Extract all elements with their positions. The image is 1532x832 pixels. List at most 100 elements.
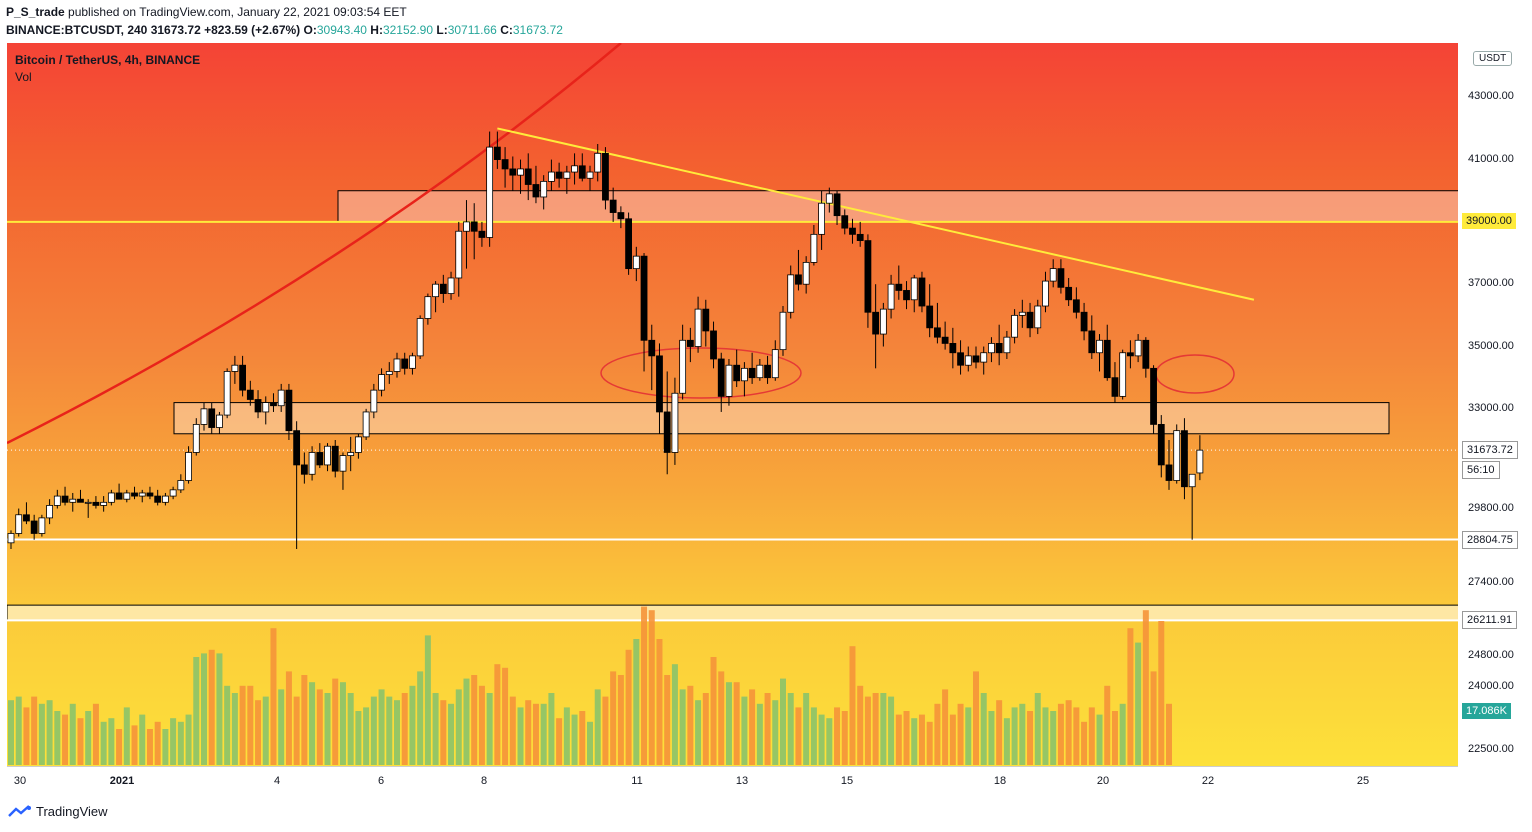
candle-body bbox=[1080, 311, 1088, 332]
candle-body bbox=[926, 305, 934, 329]
volume-bar bbox=[378, 689, 385, 765]
volume-bar bbox=[965, 707, 972, 765]
candle-body bbox=[764, 364, 771, 379]
candle-body bbox=[1188, 473, 1196, 488]
volume-bar bbox=[463, 678, 470, 765]
volume-bar bbox=[980, 693, 987, 765]
volume-bar bbox=[1158, 621, 1165, 765]
candle-body bbox=[1119, 352, 1127, 397]
volume-bar bbox=[448, 703, 455, 765]
price-axis[interactable]: USDT 43000.00 41000.00 37000.00 35000.00 330… bbox=[1460, 43, 1532, 766]
chart-canvas[interactable] bbox=[7, 43, 1458, 766]
volume-bar bbox=[285, 671, 292, 765]
volume-bar bbox=[525, 700, 532, 765]
zone-rect bbox=[337, 190, 1458, 223]
volume-bar bbox=[548, 693, 555, 765]
candle-body bbox=[1042, 280, 1049, 307]
time-label: 6 bbox=[377, 775, 385, 787]
candle-body bbox=[648, 339, 656, 357]
volume-bar bbox=[347, 693, 354, 765]
volume-bar bbox=[718, 671, 725, 765]
volume-bar bbox=[417, 671, 424, 765]
chart-pane[interactable]: Bitcoin / TetherUS, 4h, BINANCE Vol bbox=[7, 43, 1458, 766]
candle-body bbox=[995, 343, 1003, 354]
candle-body bbox=[1034, 305, 1042, 329]
currency-badge[interactable]: USDT bbox=[1473, 51, 1513, 66]
candle-body bbox=[771, 349, 779, 379]
candle-body bbox=[1142, 339, 1150, 369]
ohlc-line: BINANCE:BTCUSDT, 240 31673.72 +823.59 (+… bbox=[6, 23, 563, 37]
volume-bar bbox=[517, 707, 524, 765]
candle-body bbox=[563, 171, 571, 179]
volume-bar bbox=[177, 721, 184, 765]
close-label: C: bbox=[500, 23, 513, 37]
chart-legend-title[interactable]: Bitcoin / TetherUS, 4h, BINANCE bbox=[15, 53, 201, 67]
volume-legend[interactable]: Vol bbox=[15, 70, 32, 84]
price-label: 35000.00 bbox=[1468, 339, 1514, 352]
volume-bar bbox=[710, 657, 717, 765]
volume-bar bbox=[926, 721, 933, 765]
tradingview-logo-icon[interactable] bbox=[8, 804, 32, 819]
candle-body bbox=[107, 492, 115, 503]
volume-bar bbox=[787, 693, 794, 765]
volume-bar bbox=[502, 667, 509, 765]
candle-body bbox=[856, 233, 864, 241]
candle-body bbox=[185, 452, 192, 481]
volume-bar bbox=[741, 696, 748, 765]
candle-body bbox=[779, 311, 787, 351]
volume-bar bbox=[77, 718, 84, 765]
candle-body bbox=[300, 464, 308, 475]
volume-bar bbox=[478, 685, 485, 765]
candle-body bbox=[972, 355, 980, 363]
candle-body bbox=[1150, 367, 1157, 425]
tradingview-brand[interactable]: TradingView bbox=[36, 804, 108, 819]
volume-bar bbox=[1088, 707, 1095, 765]
volume-bar bbox=[316, 689, 323, 765]
candle-body bbox=[632, 255, 640, 270]
volume-bar bbox=[247, 685, 254, 765]
candle-body bbox=[964, 355, 972, 366]
last-price: 31673.72 bbox=[150, 23, 201, 37]
volume-bar bbox=[795, 707, 802, 765]
volume-bar bbox=[957, 703, 964, 765]
volume-bar bbox=[1050, 711, 1057, 765]
volume-bar bbox=[1042, 707, 1049, 765]
candle-body bbox=[795, 274, 802, 285]
volume-bar bbox=[702, 693, 709, 765]
volume-bar bbox=[679, 689, 686, 765]
candle-body bbox=[1003, 336, 1011, 354]
volume-bar bbox=[85, 711, 92, 765]
candle-body bbox=[331, 445, 339, 472]
time-label: 22 bbox=[1201, 775, 1215, 787]
volume-bar bbox=[1027, 711, 1034, 765]
candle-body bbox=[1026, 311, 1034, 329]
candle-body bbox=[1134, 339, 1142, 357]
candle-body bbox=[748, 367, 756, 379]
volume-bar bbox=[880, 693, 887, 765]
candle-body bbox=[354, 436, 362, 453]
level-tag-28804: 28804.75 bbox=[1462, 530, 1518, 549]
volume-bar bbox=[278, 689, 285, 765]
high-value: 32152.90 bbox=[382, 23, 434, 37]
candle-body bbox=[239, 364, 247, 391]
publisher-name[interactable]: P_S_trade bbox=[6, 5, 65, 19]
volume-bar bbox=[996, 700, 1003, 765]
volume-bar bbox=[332, 678, 339, 765]
volume-bar bbox=[1081, 721, 1088, 765]
zone-rect bbox=[7, 604, 1458, 621]
candle-body bbox=[686, 339, 694, 347]
zone-rect bbox=[173, 402, 1390, 435]
ellipse-annotation bbox=[600, 347, 802, 399]
candle-body bbox=[478, 230, 486, 238]
volume-bar bbox=[633, 639, 640, 765]
price-label: 29800.00 bbox=[1468, 501, 1514, 514]
candle-body bbox=[1181, 430, 1188, 488]
candle-body bbox=[540, 180, 548, 198]
volume-bar bbox=[988, 711, 995, 765]
bar-countdown-tag: 56:10 bbox=[1462, 461, 1500, 480]
volume-bar bbox=[394, 700, 400, 765]
candle-body bbox=[138, 492, 146, 497]
volume-bar bbox=[818, 714, 825, 765]
volume-bar bbox=[532, 703, 539, 765]
time-axis[interactable]: 30 2021 4 6 8 11 13 15 18 20 22 25 bbox=[7, 766, 1458, 793]
